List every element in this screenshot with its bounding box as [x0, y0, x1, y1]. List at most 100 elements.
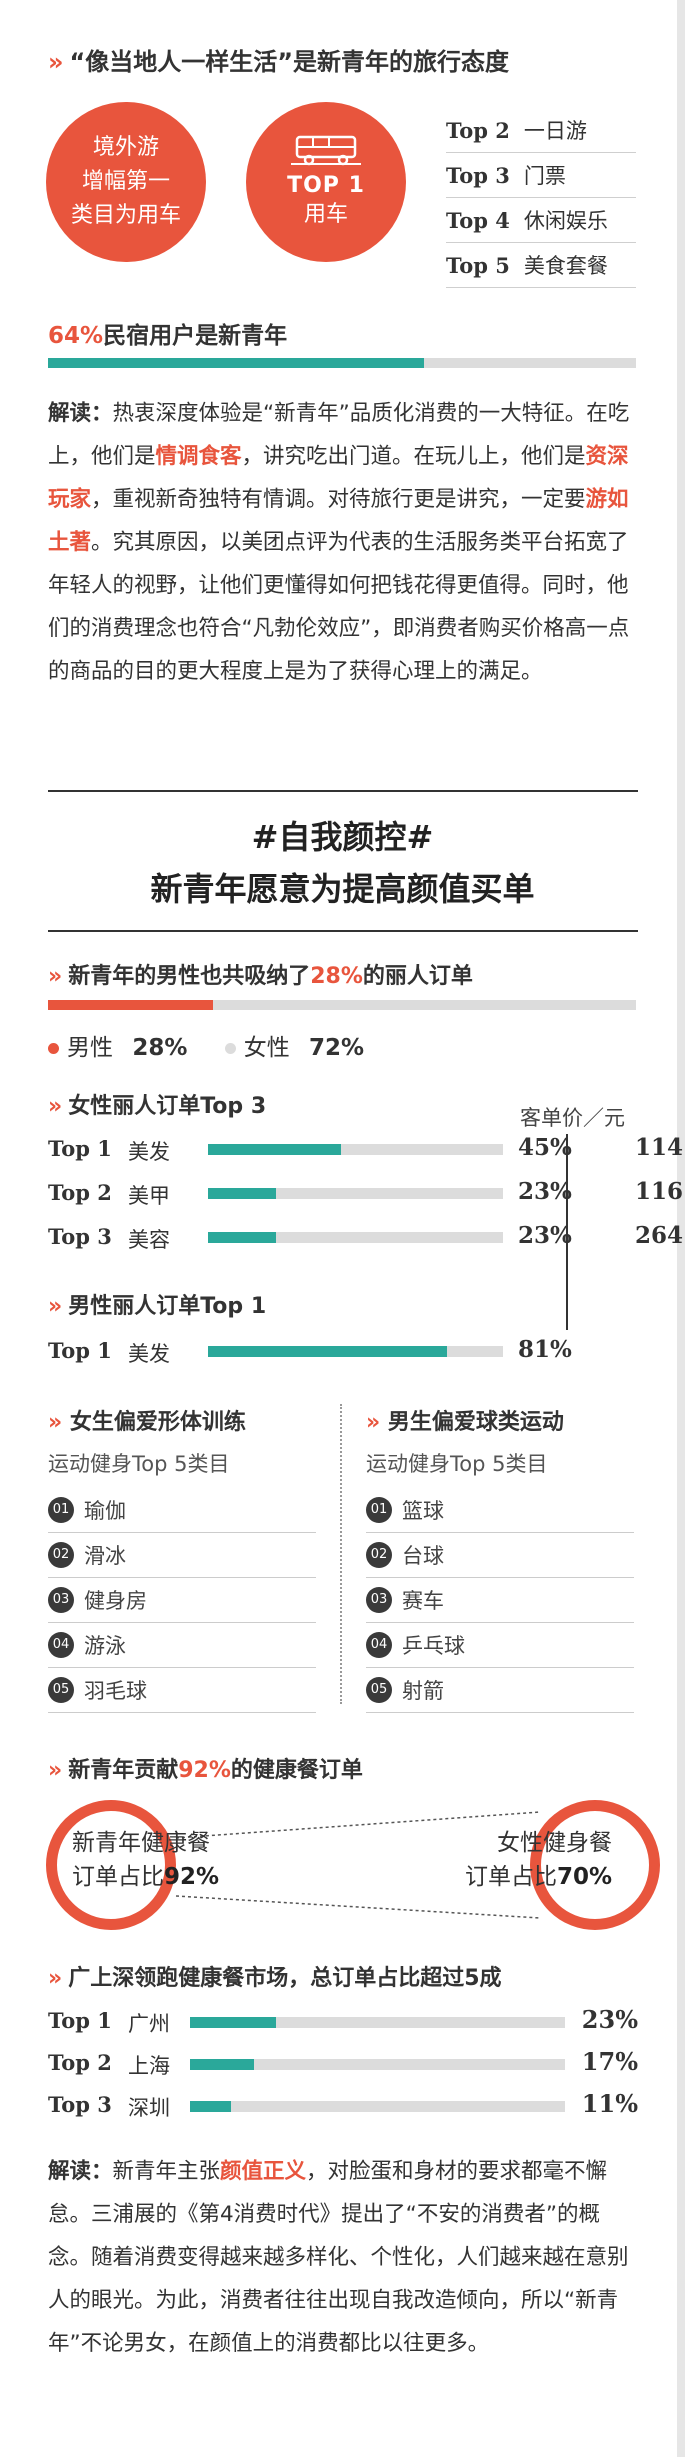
male-beauty-header: » 男性丽人订单Top 1: [48, 1288, 266, 1320]
city-name: 深圳: [128, 2096, 170, 2120]
circle-top1: TOP 1 用车: [246, 102, 406, 262]
chevron-icon: »: [48, 1294, 63, 1319]
item-name: 美发: [128, 1140, 170, 1164]
number-badge: 01: [48, 1497, 74, 1523]
ring-left-line1: 新青年健康餐: [72, 1830, 210, 1856]
rank-label: Top 3: [446, 162, 510, 188]
rank-label: Top 2: [48, 1180, 112, 1205]
bar-track: [208, 1188, 503, 1199]
ring-left-text: 新青年健康餐 订单占比92%: [72, 1826, 219, 1894]
table-row: Top 3 美容 23% 264: [48, 1222, 683, 1254]
list-item: 05 射箭: [366, 1668, 634, 1713]
rank-label: Top 3: [48, 2092, 112, 2117]
number-badge: 02: [366, 1542, 392, 1568]
bar-fill: [208, 1346, 447, 1357]
healthy-meal-pct: 92%: [178, 1758, 231, 1783]
highlight-term: 资深玩家: [48, 444, 629, 512]
bar-fill: [208, 1188, 276, 1199]
list-item: 03 赛车: [366, 1578, 634, 1623]
chevron-icon: »: [48, 48, 64, 76]
female-beauty-header-text: 女性丽人订单Top 3: [68, 1094, 267, 1119]
bar-fill: [190, 2017, 277, 2028]
number-badge: 05: [48, 1677, 74, 1703]
item-price: 114: [634, 1134, 683, 1161]
healthy-meal-header: » 新青年贡献92%的健康餐订单: [48, 1752, 363, 1784]
section-tag: #自我颜控#: [251, 818, 434, 856]
table-row: Top 1 美发 81%: [48, 1336, 638, 1368]
female-sports-column: » 女生偏爱形体训练 运动健身Top 5类目 01 瑜伽 02 滑冰 03 健身房 0…: [48, 1404, 348, 1713]
city-header-text: 广上深领跑健康餐市场，总订单占比超过5成: [68, 1966, 502, 1991]
homestay-pct: 64%: [48, 323, 104, 349]
bar-fill: [208, 1232, 276, 1243]
item-name: 美甲: [128, 1184, 170, 1208]
gender-legend: 男性 28% 女性 72%: [48, 1028, 364, 1062]
item-name: 台球: [402, 1544, 444, 1568]
analysis-paragraph-2: 解读：新青年主张颜值正义，对脸蛋和身材的要求都毫不懈怠。三浦展的《第4消费时代》…: [48, 2150, 638, 2365]
number-badge: 01: [366, 1497, 392, 1523]
number-badge: 04: [48, 1632, 74, 1658]
item-name: 健身房: [84, 1589, 147, 1613]
list-item: 04 游泳: [48, 1623, 316, 1668]
item-name: 篮球: [402, 1499, 444, 1523]
analysis-label: 解读：: [48, 2159, 113, 2184]
healthy-meal-header-text: 新青年贡献: [68, 1758, 179, 1783]
chevron-icon: »: [48, 1410, 70, 1435]
item-name: 赛车: [402, 1589, 444, 1613]
beauty-header-text: 新青年的男性也共吸纳了: [68, 964, 311, 989]
healthy-meal-header-text: 的健康餐订单: [230, 1758, 363, 1783]
beauty-header-text: 的丽人订单: [362, 964, 473, 989]
rank-label: Top 3: [48, 1224, 112, 1249]
female-sports-sub: 运动健身Top 5类目: [48, 1452, 230, 1476]
item-name: 美食套餐: [523, 254, 608, 278]
bar-fill: [208, 1144, 341, 1155]
chevron-icon: »: [48, 964, 63, 989]
item-price: 264: [634, 1222, 683, 1249]
circle-left-line1: 境外游: [92, 135, 159, 160]
bar-fill: [190, 2059, 254, 2070]
legend-male-pct: 28%: [132, 1035, 188, 1061]
male-beauty-header-text: 男性丽人订单Top 1: [68, 1294, 267, 1319]
list-item: 01 篮球: [366, 1488, 634, 1533]
gender-bar: [48, 1000, 636, 1010]
city-name: 上海: [128, 2054, 170, 2078]
ring-right-pct: 70%: [556, 1864, 612, 1890]
legend-female-pct: 72%: [309, 1035, 365, 1061]
bar-track: [190, 2101, 565, 2112]
list-item: Top 3 门票: [446, 153, 636, 198]
chevron-icon: »: [366, 1410, 388, 1435]
item-name: 瑜伽: [84, 1499, 126, 1523]
item-pct: 23%: [518, 1178, 572, 1205]
ring-left-pct: 92%: [164, 1864, 220, 1890]
number-badge: 03: [48, 1587, 74, 1613]
table-row: Top 1 美发 45% 114: [48, 1134, 683, 1166]
female-sports-header-text: 女生偏爱形体训练: [69, 1410, 246, 1435]
analysis-text: ，重视新奇独特有情调。对待旅行更是讲究，一定要: [91, 487, 586, 512]
list-item: 05 羽毛球: [48, 1668, 316, 1713]
divider: [48, 790, 638, 792]
homestay-stat: 64%民宿用户是新青年: [48, 316, 287, 350]
price-divider: [566, 1134, 568, 1330]
divider: [48, 930, 638, 932]
bar-track: [208, 1144, 503, 1155]
beauty-header-pct: 28%: [310, 964, 363, 989]
ring-right-text: 女性健身餐 订单占比70%: [452, 1826, 612, 1894]
column-divider: [340, 1404, 342, 1704]
male-sports-header-text: 男生偏爱球类运动: [387, 1410, 564, 1435]
item-name: 乒乓球: [402, 1634, 465, 1658]
male-dot-icon: [48, 1043, 59, 1054]
city-pct: 11%: [581, 2089, 638, 2118]
highlight-term: 情调食客: [155, 444, 242, 469]
analysis-text: ，讲究吃出门道。在玩儿上，他们是: [241, 444, 586, 469]
analysis-paragraph-1: 解读：热衷深度体验是“新青年”品质化消费的一大特征。在吃上，他们是情调食客，讲究…: [48, 392, 638, 693]
chevron-icon: »: [48, 1966, 63, 1991]
item-pct: 81%: [518, 1336, 572, 1363]
analysis-text: ，对脸蛋和身材的要求都毫不懈怠。三浦展的《第4消费时代》提出了“不安的消费者”的…: [48, 2159, 629, 2356]
number-badge: 05: [366, 1677, 392, 1703]
rank-label: Top 1: [48, 1136, 112, 1161]
highlight-term: 游如土著: [48, 487, 629, 555]
bar-fill: [190, 2101, 232, 2112]
chevron-icon: »: [48, 1094, 63, 1119]
item-name: 游泳: [84, 1634, 126, 1658]
